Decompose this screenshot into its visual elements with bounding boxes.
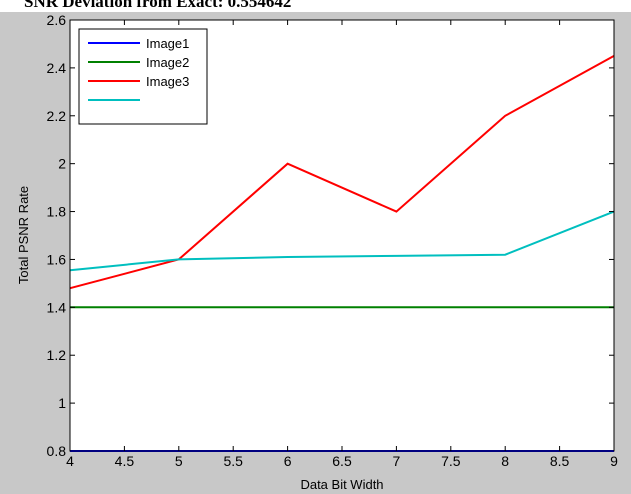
- y-tick-label: 2.4: [47, 60, 67, 76]
- x-tick-label: 8.5: [550, 453, 570, 469]
- x-tick-label: 9: [610, 453, 618, 469]
- y-ticks: 0.8 1 1.2 1.4 1.6 1.8 2 2.2 2.4 2.6: [47, 12, 614, 459]
- x-tick-label: 7: [393, 453, 401, 469]
- y-tick-label: 2.6: [47, 12, 67, 28]
- legend: Image1 Image2 Image3: [78, 28, 208, 125]
- x-tick-label: 4.5: [115, 453, 135, 469]
- legend-box: [78, 28, 208, 125]
- x-tick-label: 7.5: [441, 453, 461, 469]
- x-tick-label: 5: [175, 453, 183, 469]
- x-tick-label: 4: [66, 453, 74, 469]
- legend-label-3: Image3: [146, 74, 189, 89]
- legend-label-1: Image1: [146, 36, 189, 51]
- x-tick-label: 5.5: [223, 453, 243, 469]
- x-tick-label: 8: [501, 453, 509, 469]
- y-tick-label: 2.2: [47, 108, 67, 124]
- x-ticks: 4 4.5 5 5.5 6 6.5 7 7.5 8 8.5 9: [66, 20, 618, 469]
- y-tick-label: 2: [58, 156, 66, 172]
- series-line-4: [69, 210, 615, 272]
- y-tick-label: 1.8: [47, 204, 67, 220]
- title-strip: SNR Deviation from Exact: 0.554642: [0, 0, 631, 12]
- y-tick-label: 1: [58, 395, 66, 411]
- x-tick-label: 6.5: [332, 453, 352, 469]
- y-tick-label: 1.2: [47, 347, 67, 363]
- y-tick-label: 1.4: [47, 299, 67, 315]
- page-title: SNR Deviation from Exact: 0.554642: [24, 0, 292, 11]
- y-tick-label: 0.8: [47, 443, 67, 459]
- x-axis-label: Data Bit Width: [300, 477, 383, 492]
- legend-label-2: Image2: [146, 55, 189, 70]
- y-axis-label: Total PSNR Rate: [16, 186, 31, 284]
- x-tick-label: 6: [284, 453, 292, 469]
- series-line-3: [69, 55, 615, 290]
- y-tick-label: 1.6: [47, 251, 67, 267]
